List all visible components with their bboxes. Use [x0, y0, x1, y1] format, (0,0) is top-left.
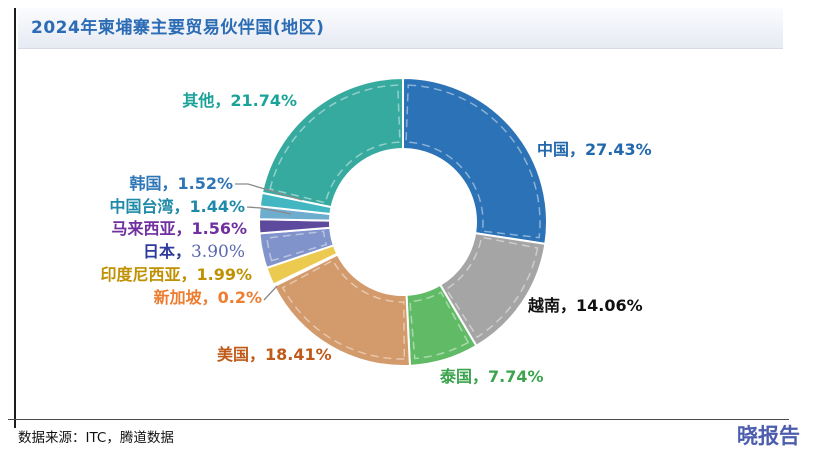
- chart-label-usa: 美国，18.41%: [217, 345, 332, 364]
- chart-label-china: 中国，27.43%: [537, 140, 652, 159]
- slice-usa: [273, 253, 411, 367]
- data-source-note: 数据来源：ITC，腾道数据: [18, 430, 174, 446]
- japan-label-name: 日本: [142, 242, 175, 261]
- slice-inset-outline-others: [269, 84, 401, 204]
- chart-label-japan: 日本，3.90%: [142, 242, 245, 262]
- frame-bottom-border: [8, 419, 789, 420]
- slice-inset-outline-china: [405, 84, 541, 239]
- brand-logo-text: 晓报告: [737, 424, 800, 448]
- slice-inset-outline-thailand: [409, 291, 470, 360]
- chart-label-taiwan: 中国台湾，1.44%: [109, 197, 245, 216]
- leader-line-korea: [235, 183, 303, 201]
- frame-left-border: [14, 8, 16, 428]
- chart-label-singapore: 新加坡，0.2%: [153, 288, 262, 307]
- japan-label-separator: ，: [174, 242, 191, 261]
- chart-label-vietnam: 越南，14.06%: [528, 296, 643, 315]
- slice-inset-outline-usa: [281, 259, 406, 360]
- japan-label-value: 3.90%: [190, 242, 245, 262]
- chart-title: 2024年柬埔寨主要贸易伙伴国(地区): [31, 18, 325, 38]
- slice-china: [402, 77, 548, 245]
- chart-label-indonesia: 印度尼西亚，1.99%: [100, 265, 252, 284]
- chart-label-korea: 韩国，1.52%: [129, 174, 233, 193]
- slice-inset-outline-vietnam: [445, 236, 539, 339]
- slice-others: [261, 77, 404, 209]
- slice-inset-outline-japan: [266, 230, 328, 262]
- chart-title-bar: 2024年柬埔寨主要贸易伙伴国(地区): [18, 8, 783, 49]
- leader-line-taiwan: [246, 206, 292, 215]
- leader-line-singapore: [263, 285, 278, 301]
- chart-label-malaysia: 马来西亚，1.56%: [111, 219, 247, 238]
- chart-label-thailand: 泰国，7.74%: [440, 367, 544, 386]
- chart-label-others: 其他，21.74%: [182, 91, 297, 110]
